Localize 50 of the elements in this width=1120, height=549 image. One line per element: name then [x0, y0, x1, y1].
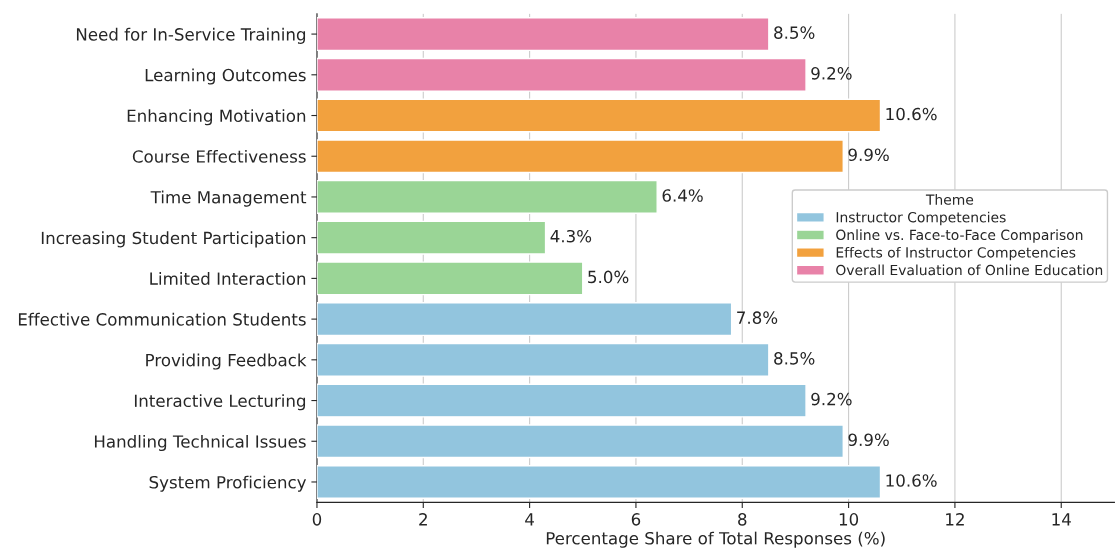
bar	[316, 261, 584, 296]
legend-label: Online vs. Face-to-Face Comparison	[836, 229, 1083, 243]
x-tick-label: 14	[1052, 513, 1071, 526]
x-tick-label: 10	[839, 513, 859, 526]
data-label: 9.2%	[811, 392, 852, 406]
legend-label: Instructor Competencies	[836, 211, 1006, 226]
y-tick-label: Increasing Student Participation	[41, 231, 306, 248]
bar	[316, 139, 844, 174]
y-tick-label: Need for In-Service Training	[76, 27, 306, 44]
legend-label: Effects of Instructor Competencies	[836, 246, 1076, 261]
data-label: 8.5%	[774, 26, 815, 39]
x-tick-label: 2	[419, 513, 427, 526]
data-label: 7.8%	[737, 311, 778, 324]
data-label: 9.9%	[848, 433, 889, 447]
y-tick-label: Handling Technical Issues	[94, 434, 306, 452]
bar	[316, 220, 547, 255]
y-tick-label: Learning Outcomes	[145, 68, 306, 85]
data-label: 9.9%	[848, 148, 889, 162]
bar	[316, 57, 807, 92]
x-tick-label: 6	[631, 513, 641, 526]
y-tick-label: Providing Feedback	[146, 353, 307, 370]
x-tick-label: 4	[525, 513, 534, 526]
y-tick-label: System Proficiency	[149, 475, 307, 492]
legend-label: Overall Evaluation of Online Education	[836, 264, 1103, 276]
data-label: 10.6%	[886, 107, 937, 121]
x-axis-title: Percentage Share of Total Responses (%)	[546, 531, 885, 548]
x-tick-label: 8	[738, 513, 747, 526]
bar	[316, 342, 770, 377]
bar	[316, 424, 844, 459]
legend-title: Theme	[925, 194, 974, 205]
data-label: 5.0%	[588, 270, 629, 284]
data-label: 6.4%	[662, 189, 703, 202]
y-tick-label: Course Effectiveness	[132, 149, 306, 163]
bar	[316, 383, 807, 418]
x-tick-label: 12	[946, 513, 964, 526]
x-tick-label: 0	[312, 513, 322, 526]
data-label: 10.6%	[886, 474, 937, 487]
data-label: 4.3%	[550, 229, 592, 243]
bar	[316, 17, 770, 52]
bar	[316, 464, 882, 499]
bar	[316, 98, 882, 133]
y-tick-label: Enhancing Motivation	[127, 109, 306, 126]
bar	[316, 302, 733, 337]
y-tick-label: Time Management	[150, 190, 307, 207]
y-tick-label: Effective Communication Students	[18, 312, 306, 326]
data-label: 9.2%	[811, 67, 852, 80]
y-tick-label: Interactive Lecturing	[134, 394, 306, 411]
bar	[316, 179, 658, 214]
y-tick-label: Limited Interaction	[150, 272, 306, 285]
data-label: 8.5%	[774, 352, 815, 365]
